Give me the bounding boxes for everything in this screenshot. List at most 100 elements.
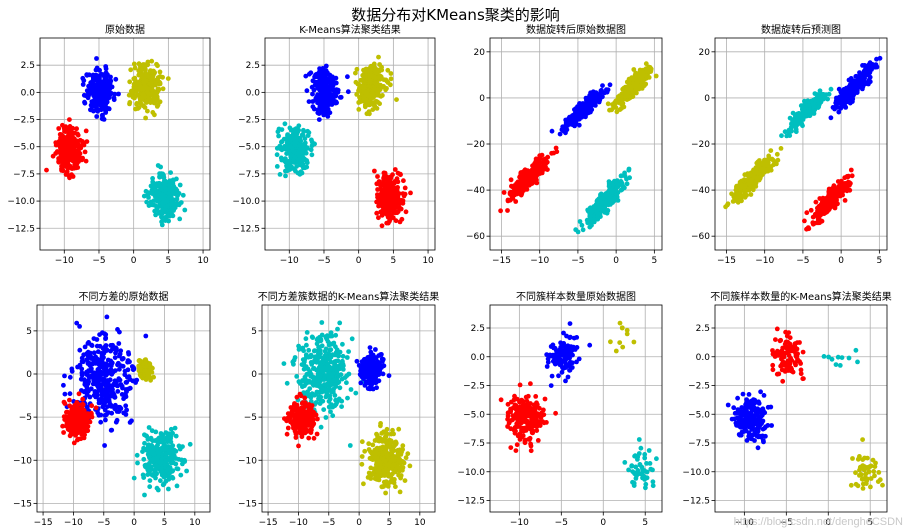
data-point [67, 397, 72, 403]
data-point [498, 208, 503, 214]
data-point [580, 227, 586, 233]
x-tick-label: 0 [356, 256, 362, 266]
data-point [330, 95, 335, 101]
data-point [372, 168, 377, 174]
data-point [806, 103, 812, 108]
data-point [306, 99, 312, 104]
data-point [148, 377, 154, 383]
data-point [109, 383, 115, 389]
data-point [756, 162, 762, 168]
data-point [142, 72, 148, 77]
data-point [104, 412, 109, 418]
data-point [282, 121, 288, 127]
data-point [174, 200, 180, 206]
y-tick-label: 0 [479, 94, 485, 104]
y-tick-label: 0 [704, 94, 710, 104]
data-point [813, 199, 819, 205]
y-tick-label: 2.5 [21, 61, 35, 71]
data-point [370, 90, 376, 96]
series-red [372, 167, 413, 229]
x-tick-label: −10 [530, 256, 549, 266]
data-point [93, 354, 98, 360]
data-point [315, 85, 321, 91]
data-point [128, 67, 134, 73]
data-point [595, 96, 601, 102]
x-tick-label: 0 [131, 256, 137, 266]
data-point [97, 67, 102, 73]
data-point [103, 107, 109, 113]
data-point [274, 164, 280, 169]
data-point [144, 199, 150, 205]
y-tick-label: 2.5 [246, 61, 260, 71]
data-point [400, 198, 406, 204]
data-point [93, 405, 99, 411]
data-point [380, 201, 386, 206]
data-point [145, 89, 151, 95]
data-point [391, 199, 397, 205]
data-point [84, 72, 90, 78]
data-point [748, 192, 754, 197]
data-point [293, 127, 299, 132]
data-point [108, 78, 114, 84]
data-point [131, 84, 137, 90]
data-point [82, 389, 87, 395]
data-point [778, 146, 784, 151]
data-point [74, 320, 80, 326]
data-point [866, 66, 871, 72]
figure-title: 数据分布对KMeans聚类的影响 [351, 6, 560, 24]
data-point [154, 98, 159, 104]
data-point [146, 203, 152, 209]
data-point [104, 314, 110, 320]
data-point [513, 184, 518, 189]
data-point [103, 417, 108, 423]
data-point [162, 178, 168, 184]
data-point [786, 127, 792, 133]
data-point [377, 73, 383, 79]
data-point [602, 200, 608, 206]
data-point [602, 210, 608, 215]
data-point [311, 106, 317, 112]
data-point [848, 167, 854, 173]
data-point [58, 139, 64, 144]
data-point [323, 101, 329, 107]
data-point [112, 91, 118, 97]
data-point [96, 412, 102, 418]
data-point [80, 401, 86, 407]
data-point [610, 196, 616, 202]
data-point [333, 80, 339, 86]
data-point [101, 92, 107, 97]
data-point [180, 192, 186, 198]
data-point [53, 140, 59, 146]
data-point [815, 98, 821, 104]
data-point [111, 95, 117, 101]
data-point [143, 368, 148, 373]
data-point [306, 71, 312, 77]
data-point [156, 86, 162, 92]
data-point [408, 190, 413, 196]
data-point [101, 361, 107, 366]
data-point [103, 66, 109, 72]
data-point [519, 191, 525, 197]
data-point [305, 146, 310, 151]
data-point [628, 87, 634, 92]
data-point [589, 100, 595, 106]
data-point [119, 392, 125, 397]
data-point [804, 210, 810, 216]
data-point [533, 164, 538, 170]
data-point [130, 90, 136, 95]
data-point [102, 367, 107, 372]
data-point [94, 102, 99, 107]
data-point [549, 150, 554, 156]
data-point [527, 175, 532, 181]
data-point [613, 99, 619, 105]
x-tick-label: 5 [391, 256, 397, 266]
data-point [113, 76, 119, 82]
data-point [61, 399, 67, 405]
data-point [811, 108, 817, 114]
data-point [143, 188, 149, 194]
data-point [141, 193, 147, 199]
data-point [70, 166, 75, 171]
data-point [147, 81, 153, 87]
data-point [600, 83, 605, 88]
data-point [316, 81, 322, 86]
